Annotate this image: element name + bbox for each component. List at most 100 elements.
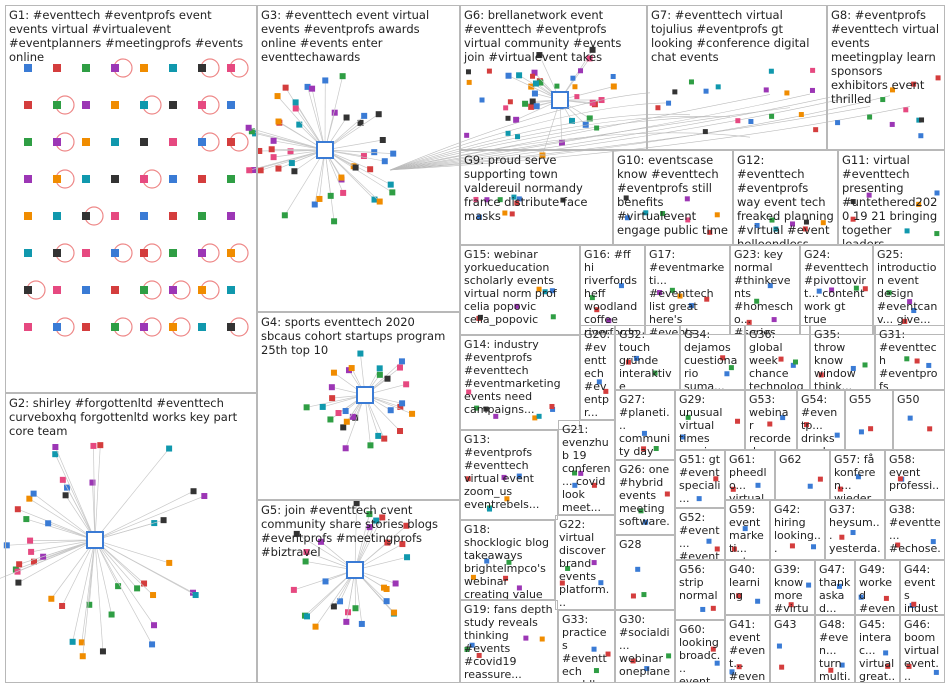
- node: [550, 406, 556, 412]
- node: [641, 430, 647, 436]
- node: [390, 150, 397, 157]
- node: [366, 511, 373, 518]
- node: [911, 81, 917, 87]
- group-box: G22: virtual discover brand events platf…: [555, 515, 615, 610]
- node: [79, 653, 86, 660]
- node: [366, 524, 373, 531]
- node: [916, 201, 922, 207]
- node: [316, 195, 323, 202]
- node: [24, 175, 32, 183]
- node: [549, 403, 555, 409]
- edge: [311, 88, 326, 151]
- node: [24, 323, 32, 331]
- node: [404, 554, 411, 561]
- node: [291, 168, 298, 175]
- node: [392, 580, 399, 587]
- node: [274, 93, 281, 100]
- node: [82, 138, 90, 146]
- edge: [94, 448, 170, 541]
- node: [514, 200, 520, 206]
- group-box: G24: #eventtech #pivottovirt... content …: [800, 245, 873, 335]
- hub-node: [551, 91, 569, 109]
- group-label: G57: få konferen... wieder...: [834, 453, 881, 500]
- node: [504, 496, 510, 502]
- group-label: G14: industry #eventprofs #eventtech #ev…: [464, 338, 561, 416]
- edge: [389, 102, 671, 171]
- node: [677, 293, 683, 299]
- node: [858, 429, 864, 435]
- group-label: G12: #eventtech #eventprofs way event te…: [737, 153, 834, 245]
- group-label: G17: #eventmarketi... #eventtech list gr…: [649, 248, 725, 335]
- node: [296, 121, 303, 128]
- edge: [389, 92, 651, 171]
- group-box: G58: event professi...: [885, 450, 945, 500]
- node: [713, 476, 719, 482]
- node: [784, 90, 790, 96]
- edge: [248, 127, 326, 151]
- node: [593, 668, 599, 674]
- node: [855, 474, 861, 480]
- edge: [94, 539, 155, 626]
- node: [511, 194, 517, 200]
- node: [343, 618, 350, 625]
- node: [250, 167, 257, 174]
- edge: [306, 394, 366, 408]
- node: [322, 77, 329, 84]
- group-label: G30: #socialdi... webinar oneplane... re…: [619, 613, 670, 682]
- node: [666, 653, 672, 659]
- group-box: G7: #eventtech virtual tojulius #eventpr…: [647, 5, 827, 150]
- node: [790, 362, 796, 368]
- node: [227, 64, 235, 72]
- node: [834, 432, 840, 438]
- node: [768, 68, 774, 74]
- node: [169, 101, 177, 109]
- edge: [307, 86, 326, 151]
- node: [270, 154, 277, 161]
- node: [558, 139, 565, 146]
- group-label: G34: dejamos cuestionario suma...: [684, 328, 738, 390]
- node: [151, 622, 158, 629]
- group-label: G26: one #hybrid events meeting software…: [619, 463, 670, 535]
- edge: [324, 149, 385, 162]
- node: [736, 664, 742, 670]
- node: [714, 212, 720, 218]
- group-label: G15: webinar yorkueducation scholarly ev…: [464, 248, 557, 326]
- node: [166, 559, 173, 566]
- node: [503, 575, 509, 581]
- node: [484, 558, 490, 564]
- node: [227, 212, 235, 220]
- node: [731, 546, 737, 552]
- node: [353, 500, 360, 507]
- group-box: G23: key normal #thinkevents #homescho..…: [730, 245, 800, 335]
- node: [497, 197, 503, 203]
- node: [773, 226, 779, 232]
- edge: [94, 539, 170, 564]
- group-label: G21: evenzhub 19 conferen... covid look …: [562, 423, 611, 514]
- node: [89, 479, 96, 486]
- node: [227, 101, 235, 109]
- node: [735, 118, 741, 124]
- node: [287, 148, 294, 155]
- node: [866, 192, 872, 198]
- node: [505, 115, 511, 121]
- group-box: G51: gt #event speciali... find...: [675, 450, 725, 508]
- edge: [94, 539, 196, 596]
- node: [318, 538, 325, 545]
- group-label: G16: #ff hi riverfordsheff woodlandcoffe…: [584, 248, 639, 335]
- node: [684, 196, 690, 202]
- edge: [315, 569, 356, 627]
- group-label: G20: #eventtech #eventpr... #eventonl...…: [584, 328, 611, 419]
- node: [644, 666, 650, 672]
- node: [329, 395, 336, 402]
- node: [803, 219, 809, 225]
- node: [516, 473, 522, 479]
- node: [303, 613, 310, 620]
- node: [330, 603, 337, 610]
- node: [742, 526, 748, 532]
- node: [536, 413, 542, 419]
- node: [389, 189, 396, 196]
- node: [24, 286, 32, 294]
- node: [30, 558, 37, 565]
- group-label: G8: #eventprofs #eventtech virtual event…: [831, 8, 940, 106]
- node: [403, 522, 410, 529]
